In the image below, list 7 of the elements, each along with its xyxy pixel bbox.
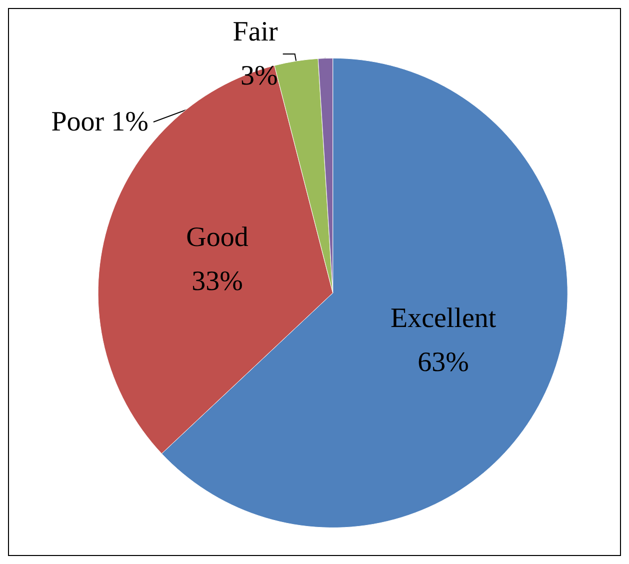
data-label: 33% (192, 266, 243, 297)
data-label: 3% (240, 60, 278, 92)
slice-label: Excellent (390, 303, 496, 334)
data-label: 63% (418, 347, 469, 378)
slice-label: Poor 1% (51, 106, 148, 138)
slice-label: Fair (232, 16, 279, 48)
slice-label: Good (186, 222, 248, 253)
